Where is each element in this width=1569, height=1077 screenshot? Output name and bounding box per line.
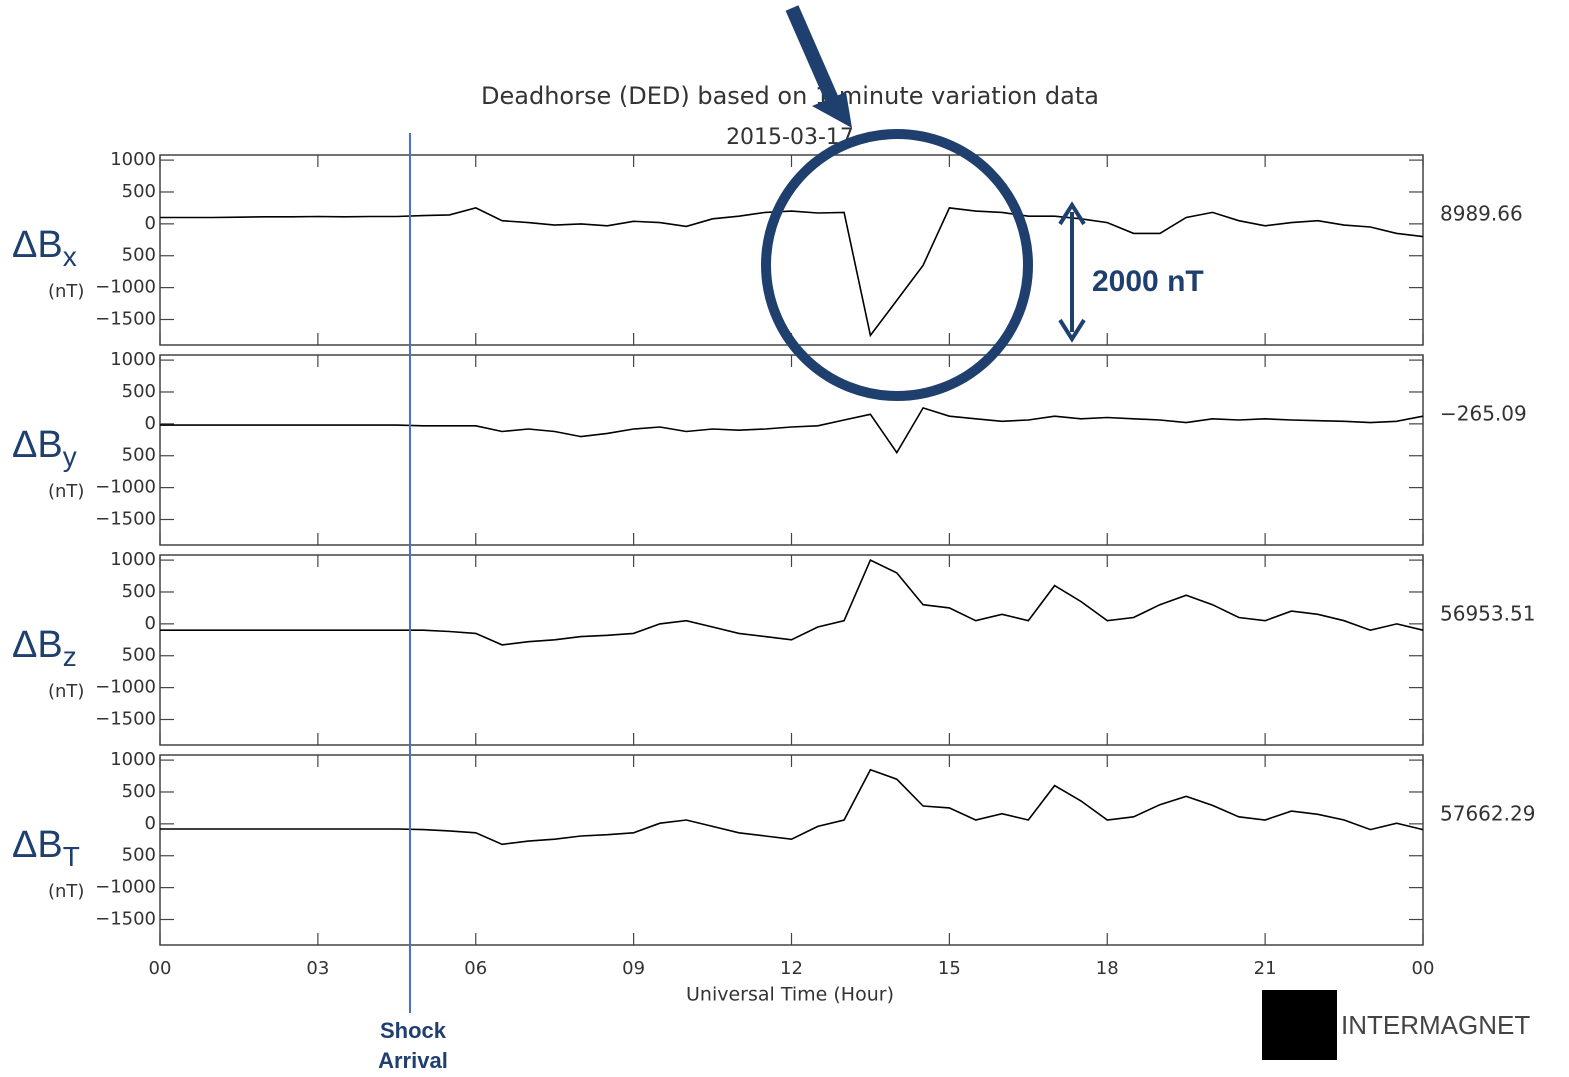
y-axis-label-sub: y [63,441,77,472]
y-axis-label: ΔBy [12,424,77,472]
highlight-circle [761,129,1033,401]
y-tick-label: −1000 [95,677,156,698]
y-tick-label: −1000 [95,277,156,298]
y-tick-label: −1000 [95,477,156,498]
data-line [160,559,1424,646]
y-tick-label: 0 [145,213,156,234]
y-axis-label-main: ΔB [12,424,63,466]
y-tick-label: −1500 [95,908,156,929]
panels: 10005000500−1000−1500ΔBx(nT)8989.6610005… [12,149,1535,979]
baseline-value: 56953.51 [1440,602,1535,626]
shock-label: Shock Arrival [378,1018,448,1073]
x-tick-label: 00 [149,958,172,979]
data-line [160,207,1424,338]
y-axis-unit: (nT) [48,881,84,902]
y-axis-unit: (nT) [48,281,84,302]
x-axis-label: Universal Time (Hour) [686,984,894,1006]
y-tick-label: 0 [145,413,156,434]
y-tick-label: −1500 [95,708,156,729]
y-tick-label: 500 [122,381,156,402]
x-tick-label: 18 [1096,958,1119,979]
panel-frame [159,554,1424,746]
panel-frame [159,754,1424,946]
y-tick-label: 500 [122,181,156,202]
x-tick-label: 03 [306,958,329,979]
annotations: 2000 nT INTERMAGNET [761,5,1530,1060]
y-tick-label: −1000 [95,877,156,898]
panel-frame [159,354,1424,546]
y-tick-label: 1000 [110,149,156,170]
baseline-value: 8989.66 [1440,202,1523,226]
y-axis-label: ΔBx [12,224,77,272]
y-axis-label-main: ΔB [12,824,63,866]
y-tick-label: 500 [122,245,156,266]
range-label: 2000 nT [1092,265,1204,298]
x-tick-label: 21 [1254,958,1277,979]
y-axis-unit: (nT) [48,481,84,502]
y-axis-label-sub: z [63,641,77,672]
range-arrow-head [1058,201,1086,226]
x-tick-label: 06 [464,958,487,979]
baseline-value: −265.09 [1440,402,1527,426]
y-axis-label-sub: T [63,841,80,872]
y-tick-label: 0 [145,613,156,634]
range-arrow-head [1058,318,1086,343]
chart-title: Deadhorse (DED) based on 1-minute variat… [481,82,1099,110]
y-tick-label: 0 [145,813,156,834]
y-tick-label: 500 [122,581,156,602]
y-axis-label: ΔBT [12,824,80,872]
y-axis-label-sub: x [63,241,77,272]
baseline-value: 57662.29 [1440,802,1535,826]
y-tick-label: 1000 [110,549,156,570]
y-tick-label: 500 [122,445,156,466]
arrow-shaft [785,5,841,107]
y-tick-label: 1000 [110,349,156,370]
x-tick-label: 12 [780,958,803,979]
y-tick-label: −1500 [95,308,156,329]
y-axis-label: ΔBz [12,624,77,672]
data-line [160,406,1424,455]
arrow-head [812,92,852,128]
y-axis-unit: (nT) [48,681,84,702]
shock-label-line: Arrival [378,1048,448,1073]
logo-square [1262,990,1337,1060]
y-tick-label: 500 [122,781,156,802]
x-tick-label: 15 [938,958,961,979]
y-tick-label: 500 [122,845,156,866]
data-line [160,768,1424,846]
y-tick-label: −1500 [95,508,156,529]
y-tick-label: 1000 [110,749,156,770]
logo-text: INTERMAGNET [1341,1010,1530,1040]
y-axis-label-main: ΔB [12,624,63,666]
x-tick-label: 00 [1412,958,1435,979]
x-tick-label: 09 [622,958,645,979]
y-tick-label: 500 [122,645,156,666]
y-axis-label-main: ΔB [12,224,63,266]
shock-label-line: Shock [380,1018,447,1043]
